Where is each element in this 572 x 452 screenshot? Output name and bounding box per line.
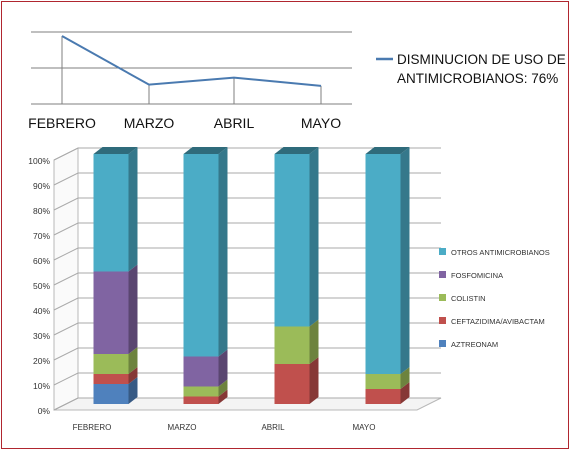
bar-segment (93, 354, 129, 374)
bar-segment (365, 374, 401, 389)
bar-legend-label: OTROS ANTIMICROBIANOS (451, 248, 550, 257)
bar-segment (183, 396, 219, 404)
bar-segment-side (400, 367, 410, 389)
bar-segment-side (218, 147, 228, 357)
bar-legend-label: FOSFOMICINA (451, 271, 503, 280)
line-legend-label: ANTIMICROBIANOS: 76% (397, 71, 558, 86)
bar-legend-swatch (439, 340, 446, 347)
y-axis-tick-label: 60% (33, 256, 50, 266)
bar-segment (183, 356, 219, 387)
bar-segment-side (128, 147, 138, 272)
y-axis-tick-label: 40% (33, 306, 50, 316)
bar-segment-side (128, 264, 138, 354)
y-axis-tick-label: 10% (33, 381, 50, 391)
bar-chart-gridline (53, 372, 441, 386)
bar-chart-gridline (53, 322, 441, 336)
bar-chart-gridline (53, 272, 441, 286)
bar-segment (93, 384, 129, 404)
bar-chart-gridline (53, 172, 441, 186)
line-category-label: MARZO (124, 115, 175, 131)
y-axis-tick-label: 100% (28, 156, 50, 166)
bar-segment-side (218, 379, 228, 397)
bar-segment (274, 326, 310, 364)
bar-segment (93, 154, 129, 272)
bar-chart-gridline (53, 222, 441, 236)
bar-segment-side (218, 349, 228, 387)
bar-top-cap (93, 147, 138, 154)
y-axis-tick-label: 20% (33, 356, 50, 366)
bar-chart-gridline (53, 397, 441, 411)
bar-legend-swatch (439, 317, 446, 324)
bar-top-cap (274, 147, 319, 154)
line-series-line (61, 35, 322, 87)
line-category-label: FEBRERO (28, 115, 96, 131)
x-axis-category-label: ABRIL (261, 423, 285, 432)
bar-legend-label: AZTREONAM (451, 340, 498, 349)
bar-segment (365, 154, 401, 374)
bar-segment-side (128, 367, 138, 384)
bar-legend-label: COLISTIN (451, 294, 486, 303)
bar-segment (365, 389, 401, 404)
bar-top-cap (183, 147, 228, 154)
bar-legend-swatch (439, 248, 446, 255)
bar-chart-gridline (53, 147, 441, 161)
y-axis-tick-label: 70% (33, 231, 50, 241)
y-axis-tick-label: 90% (33, 181, 50, 191)
bar-segment (93, 271, 129, 354)
bar-segment-side (128, 377, 138, 404)
bar-segment (274, 364, 310, 404)
bar-segment-side (400, 382, 410, 404)
bar-segment-side (128, 347, 138, 374)
bar-segment (183, 154, 219, 357)
bar-segment-side (400, 147, 410, 374)
bar-segment-side (309, 357, 319, 404)
bar-segment-side (218, 389, 228, 404)
y-axis-tick-label: 0% (38, 406, 51, 416)
x-axis-category-label: MAYO (353, 423, 376, 432)
bar-segment (183, 386, 219, 397)
bar-chart-gridline (53, 197, 441, 211)
bar-top-cap (365, 147, 410, 154)
bar-chart-gridline (53, 347, 441, 361)
bar-segment (93, 374, 129, 384)
bar-chart-gridline (53, 297, 441, 311)
x-axis-category-label: MARZO (168, 423, 197, 432)
x-axis-category-label: FEBRERO (73, 423, 112, 432)
y-axis-tick-label: 80% (33, 206, 50, 216)
y-axis-tick-label: 30% (33, 331, 50, 341)
bar-legend-swatch (439, 271, 446, 278)
line-category-label: MAYO (301, 115, 341, 131)
y-axis-tick-label: 50% (33, 281, 50, 291)
bar-legend-swatch (439, 294, 446, 301)
line-legend-label: DISMINUCION DE USO DE (397, 52, 566, 67)
bar-segment-side (309, 319, 319, 364)
bar-segment-side (309, 147, 319, 327)
line-category-label: ABRIL (214, 115, 255, 131)
bar-segment (274, 154, 310, 327)
bar-chart-gridline (53, 247, 441, 261)
bar-legend-label: CEFTAZIDIMA/AVIBACTAM (451, 317, 545, 326)
